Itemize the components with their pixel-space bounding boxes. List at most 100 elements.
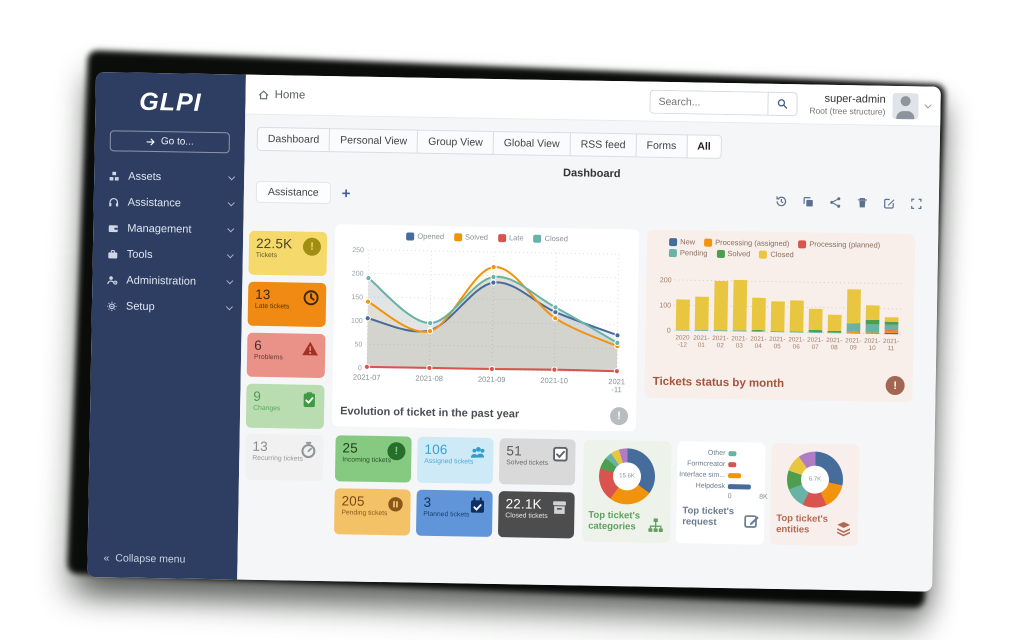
legend-item: Processing (assigned) <box>704 238 789 248</box>
pending-tickets-card[interactable]: 205 Pending tickets <box>333 488 411 536</box>
check-square-icon <box>553 446 568 462</box>
donut-center-label: 6.7K <box>800 465 830 494</box>
svg-text:150: 150 <box>351 294 363 301</box>
add-dashboard-button[interactable]: + <box>341 184 351 202</box>
tab-personal-view[interactable]: Personal View <box>329 128 419 154</box>
tab-forms[interactable]: Forms <box>635 133 688 159</box>
goto-button[interactable]: Go to... <box>109 130 230 154</box>
trash-icon[interactable] <box>856 196 869 209</box>
dashboard-toolbar: Assistance + <box>255 180 923 215</box>
avatar-head <box>900 95 911 106</box>
widget-title: Top ticket's categories <box>588 509 641 533</box>
global-search <box>649 89 798 116</box>
sidebar-item-management[interactable]: Management <box>93 215 243 244</box>
sidebar-item-label: Assets <box>128 170 162 184</box>
svg-text:-12: -12 <box>678 341 688 348</box>
svg-text:100: 100 <box>351 318 363 325</box>
main-area: Home super-admin Root (tree structure) <box>237 74 941 592</box>
widget-title-row: Top ticket's entities <box>776 512 852 537</box>
chart-title: Evolution of ticket in the past year <box>340 405 520 421</box>
search-input[interactable] <box>649 89 768 116</box>
solved-tickets-card[interactable]: 51 Solved tickets <box>498 438 576 486</box>
headset-icon <box>109 197 119 207</box>
edit-icon[interactable] <box>883 196 896 209</box>
svg-text:50: 50 <box>354 341 362 348</box>
bar <box>728 451 736 457</box>
svg-text:2021-: 2021- <box>845 337 861 344</box>
goto-label: Go to... <box>160 136 194 148</box>
toolbar-icons <box>775 194 923 210</box>
svg-text:01: 01 <box>698 342 706 349</box>
sidebar-item-assets[interactable]: Assets <box>94 163 244 192</box>
sidebar-item-label: Tools <box>126 248 153 262</box>
dashboard-select[interactable]: Assistance <box>255 180 331 205</box>
legend-item: Late <box>497 233 524 242</box>
svg-text:08: 08 <box>831 344 839 351</box>
svg-text:03: 03 <box>736 342 744 349</box>
maximize-icon[interactable] <box>910 197 923 210</box>
stacked-bar-chart: 01002002020-122021-012021-022021-032021-… <box>659 277 903 352</box>
chart-title: Tickets status by month <box>652 375 785 390</box>
pen-square-icon <box>744 515 759 528</box>
clone-icon[interactable] <box>802 195 815 208</box>
sidebar-item-assistance[interactable]: Assistance <box>94 189 244 218</box>
evolution-chart-widget: Opened Solved Late Closed 0 50 100 150 200 250 20… <box>331 224 640 432</box>
search-button[interactable] <box>767 91 798 116</box>
assigned-tickets-card[interactable]: 106 Assigned tickets <box>416 436 494 484</box>
legend-item: Closed <box>759 250 794 259</box>
legend-item: Solved <box>716 249 750 258</box>
svg-text:200: 200 <box>352 271 364 278</box>
incoming-tickets-card[interactable]: 25 Incoming tickets ! <box>334 435 412 483</box>
tab-global-view[interactable]: Global View <box>492 130 571 157</box>
collapse-menu-button[interactable]: « Collapse menu <box>103 552 185 565</box>
svg-text:250: 250 <box>352 247 364 254</box>
svg-text:2021-: 2021- <box>883 338 899 345</box>
tab-bar: Dashboard Personal View Group View Globa… <box>256 126 940 163</box>
tab-all[interactable]: All <box>686 134 722 159</box>
tickets-card[interactable]: 22.5K Tickets ! <box>248 230 328 277</box>
user-menu[interactable]: super-admin Root (tree structure) <box>809 91 932 119</box>
sidebar-item-tools[interactable]: Tools <box>93 241 243 270</box>
svg-text:2021-: 2021- <box>750 336 766 343</box>
svg-text:2021-: 2021- <box>712 335 728 342</box>
axis-tick: 0 <box>727 493 732 501</box>
history-icon[interactable] <box>775 194 788 207</box>
problems-card[interactable]: 6 Problems <box>246 332 326 379</box>
line-chart: 0 50 100 150 200 250 2021-07 2021-08 2021-09 2021… <box>351 247 625 394</box>
widget-title: Top ticket's entities <box>776 512 829 536</box>
widget-grid: 22.5K Tickets ! 13 Late tickets 6 Proble… <box>237 219 938 592</box>
planned-tickets-card[interactable]: 3 Planned tickets <box>415 489 493 537</box>
sitemap-icon <box>648 518 663 532</box>
chevron-down-icon <box>227 225 235 233</box>
info-circle-icon: ! <box>885 375 905 396</box>
legend-item: New <box>669 237 695 246</box>
avatar-bust <box>896 110 915 119</box>
sidebar-item-label: Management <box>127 222 192 236</box>
share-icon[interactable] <box>829 195 842 208</box>
widget-title-row: Top ticket's categories <box>588 509 664 534</box>
svg-text:02: 02 <box>717 342 725 349</box>
svg-text:0: 0 <box>358 365 362 372</box>
recurring-tickets-card[interactable]: 13 Recurring tickets <box>244 433 324 482</box>
users-icon <box>470 446 485 458</box>
late-tickets-card[interactable]: 13 Late tickets <box>247 281 327 328</box>
tab-rss-feed[interactable]: RSS feed <box>569 132 637 158</box>
top-categories-widget: 15.6K Top ticket's categories <box>581 439 672 544</box>
changes-card[interactable]: 9 Changes <box>245 383 325 430</box>
categories-donut-chart: 15.6K <box>598 447 656 505</box>
tab-dashboard[interactable]: Dashboard <box>256 126 331 153</box>
info-circle-icon: ! <box>609 407 629 426</box>
closed-tickets-card[interactable]: 22.1K Closed tickets <box>497 491 575 539</box>
svg-text:2021-: 2021- <box>731 335 747 342</box>
user-info: super-admin Root (tree structure) <box>809 92 885 117</box>
chevron-down-icon <box>226 277 234 285</box>
sidebar-menu: Assets Assistance Management Tools Admin… <box>92 163 245 322</box>
svg-text:-11: -11 <box>611 385 621 394</box>
sidebar-item-setup[interactable]: Setup <box>92 293 242 322</box>
tab-group-view[interactable]: Group View <box>416 129 495 155</box>
wallet-icon <box>108 225 118 233</box>
sidebar-item-administration[interactable]: Administration <box>92 267 242 296</box>
breadcrumb[interactable]: Home <box>258 88 305 101</box>
calendar-check-icon <box>470 497 485 513</box>
svg-text:2021: 2021 <box>608 377 625 386</box>
